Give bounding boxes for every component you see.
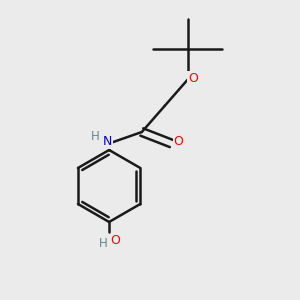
Text: O: O (110, 235, 120, 248)
Text: O: O (188, 71, 198, 85)
Text: N: N (103, 135, 112, 148)
Text: H: H (99, 237, 108, 250)
Text: O: O (173, 135, 183, 148)
Text: H: H (91, 130, 100, 143)
